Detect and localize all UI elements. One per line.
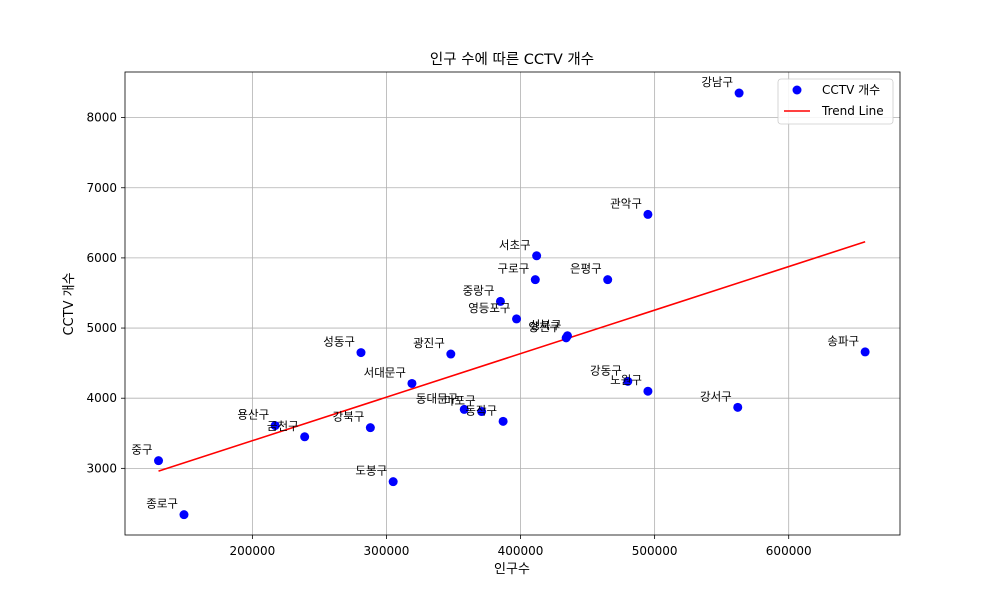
legend-marker-cctv xyxy=(792,85,802,95)
data-point xyxy=(270,421,280,431)
point-label: 중랑구 xyxy=(463,283,495,297)
x-tick-label: 200000 xyxy=(229,544,275,558)
data-point xyxy=(388,477,398,487)
data-point xyxy=(734,88,744,98)
axis-ticks: 200000 300000 400000 500000 600000 3000 4000 50… xyxy=(86,111,811,558)
y-tick-label: 4000 xyxy=(86,391,117,405)
point-label: 동작구 xyxy=(465,403,497,417)
y-tick-label: 5000 xyxy=(86,321,117,335)
point-label: 은평구 xyxy=(570,262,602,276)
data-point xyxy=(154,456,164,466)
y-tick-label: 8000 xyxy=(86,111,117,125)
point-label: 광진구 xyxy=(413,336,445,350)
point-label: 용산구 xyxy=(237,408,269,422)
point-label: 성북구 xyxy=(530,318,562,332)
y-tick-label: 7000 xyxy=(86,181,117,195)
point-label: 마포구 xyxy=(444,394,476,408)
trend-line xyxy=(158,241,866,472)
point-label: 서대문구 xyxy=(364,365,406,379)
point-label: 강북구 xyxy=(333,410,365,424)
data-points xyxy=(154,88,870,520)
data-point xyxy=(300,432,310,442)
point-label: 강동구 xyxy=(590,363,622,377)
data-point xyxy=(643,386,653,396)
x-tick-label: 300000 xyxy=(364,544,410,558)
trend-line-layer xyxy=(158,241,866,472)
point-label: 영등포구 xyxy=(468,301,510,315)
y-tick-label: 6000 xyxy=(86,251,117,265)
data-point xyxy=(407,378,417,388)
point-label: 강서구 xyxy=(700,389,732,403)
x-axis-label: 인구수 xyxy=(494,562,530,577)
data-point xyxy=(603,275,613,285)
chart-title: 인구 수에 따른 CCTV 개수 xyxy=(430,51,594,68)
legend: CCTV 개수 Trend Line xyxy=(777,78,894,125)
x-tick-label: 500000 xyxy=(632,544,678,558)
data-point xyxy=(495,296,505,306)
data-point xyxy=(860,347,870,357)
data-point xyxy=(530,275,540,285)
legend-label-cctv: CCTV 개수 xyxy=(822,83,880,97)
point-label: 금천구 xyxy=(267,419,299,433)
grid xyxy=(125,72,900,535)
legend-box xyxy=(777,78,894,125)
point-label: 서초구 xyxy=(499,238,531,252)
x-tick-label: 600000 xyxy=(766,544,812,558)
data-point xyxy=(623,376,633,386)
point-label: 강남구 xyxy=(701,75,733,89)
data-point xyxy=(179,510,189,520)
point-label: 성동구 xyxy=(323,335,355,349)
data-point xyxy=(561,333,571,343)
data-point xyxy=(643,209,653,219)
y-axis-label: CCTV 개수 xyxy=(62,272,77,335)
point-label: 동대문구 xyxy=(416,391,458,405)
point-label: 송파구 xyxy=(827,334,859,348)
point-label: 구로구 xyxy=(498,262,530,276)
data-point xyxy=(477,407,487,417)
point-label: 양천구 xyxy=(528,320,560,334)
data-point xyxy=(446,349,456,359)
x-tick-label: 400000 xyxy=(498,544,544,558)
data-point xyxy=(498,416,508,426)
data-point xyxy=(459,404,469,414)
point-label: 도봉구 xyxy=(355,464,387,478)
point-label: 중구 xyxy=(131,443,152,457)
y-tick-label: 3000 xyxy=(86,461,117,475)
data-point xyxy=(532,251,542,261)
point-label: 노원구 xyxy=(610,373,642,387)
point-label: 관악구 xyxy=(610,196,642,210)
plot-frame xyxy=(124,71,901,536)
data-point xyxy=(356,348,366,358)
legend-label-trend: Trend Line xyxy=(821,104,884,118)
point-label: 종로구 xyxy=(146,497,178,511)
data-point xyxy=(512,314,522,324)
data-point xyxy=(733,402,743,412)
data-point xyxy=(365,423,375,433)
